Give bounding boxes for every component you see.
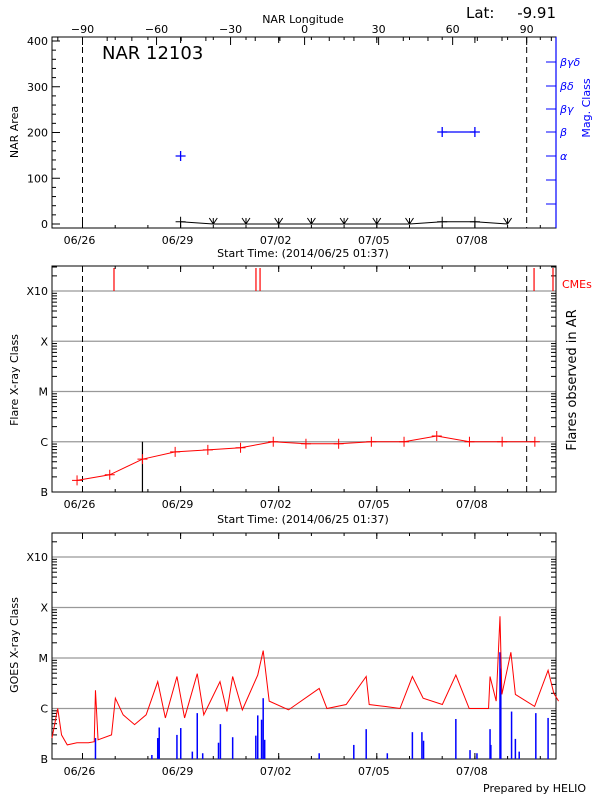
lon-tick-label: 90 <box>520 23 534 36</box>
flare-point <box>104 469 115 480</box>
y-tick-label: 0 <box>41 218 48 231</box>
flare-point <box>333 438 344 449</box>
flare-point <box>464 436 475 447</box>
x-tick-label: 07/05 <box>358 498 390 511</box>
y-tick-label: 400 <box>27 35 48 48</box>
area-upper-limit-marker <box>405 217 414 225</box>
flare-point <box>399 436 410 447</box>
mag-class-tick-label: βδ <box>559 80 574 93</box>
x-tick-label: 06/26 <box>64 498 96 511</box>
lon-tick-label: 30 <box>372 23 386 36</box>
x-tick-label: 06/29 <box>162 234 194 247</box>
area-upper-limit-marker <box>208 217 218 225</box>
plot-frame <box>51 265 557 493</box>
mag-class-point <box>175 151 186 161</box>
plot-frame-area <box>51 36 557 229</box>
mag-class-tick-label: βγδ <box>559 56 581 69</box>
flare-point <box>170 446 181 457</box>
mag-class-point <box>437 127 448 137</box>
area-upper-limit-marker <box>306 217 316 225</box>
lon-tick-label: 60 <box>446 23 460 36</box>
mag-class-tick-label: α <box>560 150 568 163</box>
lon-tick-label: 0 <box>301 23 308 36</box>
x-tick-label: 06/29 <box>162 498 194 511</box>
flare-point <box>72 475 83 486</box>
lat-label: Lat: <box>466 4 494 22</box>
y-tick-label: M <box>39 652 49 665</box>
top-axis-label: NAR Longitude <box>262 13 344 26</box>
x-tick-label: 06/26 <box>64 234 96 247</box>
area-point <box>437 216 448 227</box>
mag-class-tick-label: βγ <box>559 103 574 116</box>
area-upper-limit-marker <box>339 217 349 225</box>
flare-point <box>268 436 279 447</box>
goes-flux-line <box>51 616 560 746</box>
y-tick-label: 300 <box>27 81 48 94</box>
flare-point <box>529 436 540 447</box>
area-point <box>469 216 480 227</box>
x-tick-label: 07/02 <box>260 234 292 247</box>
y-axis-label-3: GOES X-ray Class <box>8 597 21 693</box>
y-tick-label: X <box>40 602 48 615</box>
flare-point <box>300 438 311 449</box>
mag-class-tick-label: β <box>559 126 567 139</box>
area-upper-limit-marker <box>274 217 284 225</box>
y2-axis-label-2: Flares observed in AR <box>565 309 580 450</box>
y-tick-label: C <box>40 703 48 716</box>
area-upper-limit-marker <box>372 217 382 225</box>
y-tick-label: C <box>40 436 48 449</box>
x-tick-label: 07/08 <box>456 765 488 778</box>
y-tick-label: 100 <box>27 172 48 185</box>
lon-tick-label: −30 <box>219 23 242 36</box>
x-tick-label: 07/02 <box>260 765 292 778</box>
x-tick-label: 06/29 <box>162 765 194 778</box>
area-point <box>175 216 186 227</box>
flare-point <box>366 436 377 447</box>
x-tick-label: 07/08 <box>456 498 488 511</box>
cme-label: CMEs <box>562 278 592 291</box>
y-tick-label: X10 <box>26 285 48 298</box>
chart-title: NAR 12103 <box>102 43 203 64</box>
x-tick-label: 06/26 <box>64 765 96 778</box>
x-tick-label: 07/08 <box>456 234 488 247</box>
area-upper-limit-marker <box>503 217 513 225</box>
plot-frame <box>51 532 557 760</box>
mag-class-point <box>469 127 480 137</box>
flare-point <box>497 436 508 447</box>
lon-tick-label: −90 <box>71 23 94 36</box>
y2-axis-label-1: Mag. Class <box>580 78 593 137</box>
y-axis-label-2: Flare X-ray Class <box>8 334 21 426</box>
y-tick-label: B <box>40 753 48 766</box>
x-tick-label: 07/02 <box>260 498 292 511</box>
flare-point <box>431 431 442 442</box>
flare-point <box>235 442 246 453</box>
y-tick-label: X10 <box>26 551 48 564</box>
y-tick-label: B <box>40 486 48 499</box>
flare-point <box>137 454 148 465</box>
y-axis-label-1: NAR Area <box>8 106 21 158</box>
x-axis-label-1: Start Time: (2014/06/25 01:37) <box>217 247 389 260</box>
flare-point <box>202 444 213 455</box>
x-tick-label: 07/05 <box>358 765 390 778</box>
y-tick-label: X <box>40 335 48 348</box>
x-tick-label: 07/05 <box>358 234 390 247</box>
y-tick-label: M <box>39 386 49 399</box>
footer-credit: Prepared by HELIO <box>483 782 586 795</box>
x-axis-label-2: Start Time: (2014/06/25 01:37) <box>217 513 389 526</box>
lat-value: -9.91 <box>517 4 556 22</box>
y-tick-label: 200 <box>27 127 48 140</box>
area-upper-limit-marker <box>241 217 251 225</box>
lon-tick-label: −60 <box>145 23 168 36</box>
